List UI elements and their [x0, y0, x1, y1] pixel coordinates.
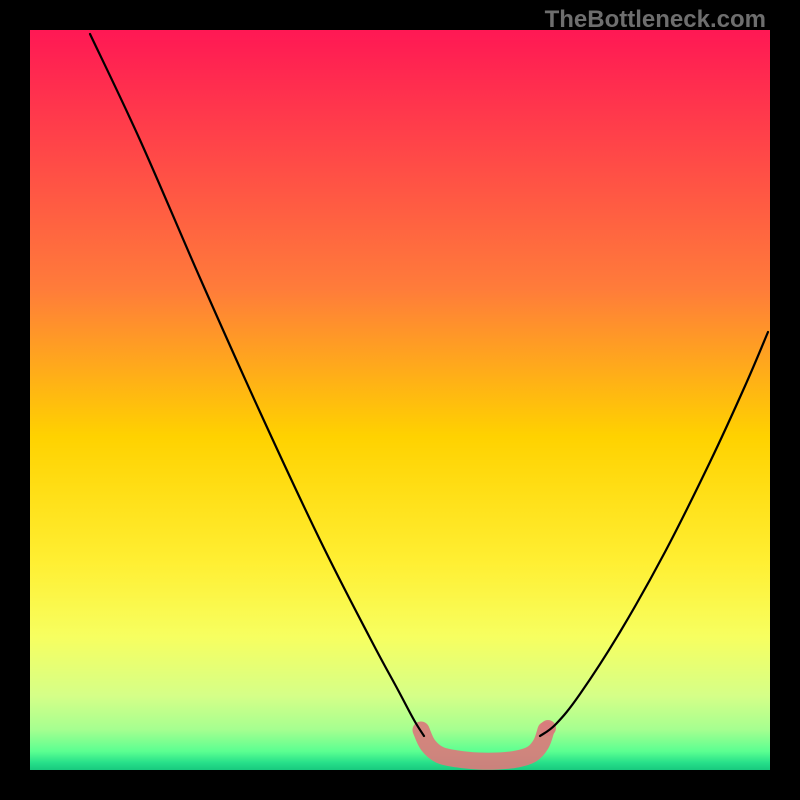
curve-right	[540, 332, 768, 736]
watermark-text: TheBottleneck.com	[545, 6, 766, 34]
valley-band	[421, 730, 546, 761]
overlay-svg	[0, 0, 800, 800]
curve-left	[90, 34, 424, 736]
chart-container: TheBottleneck.com	[0, 0, 800, 800]
